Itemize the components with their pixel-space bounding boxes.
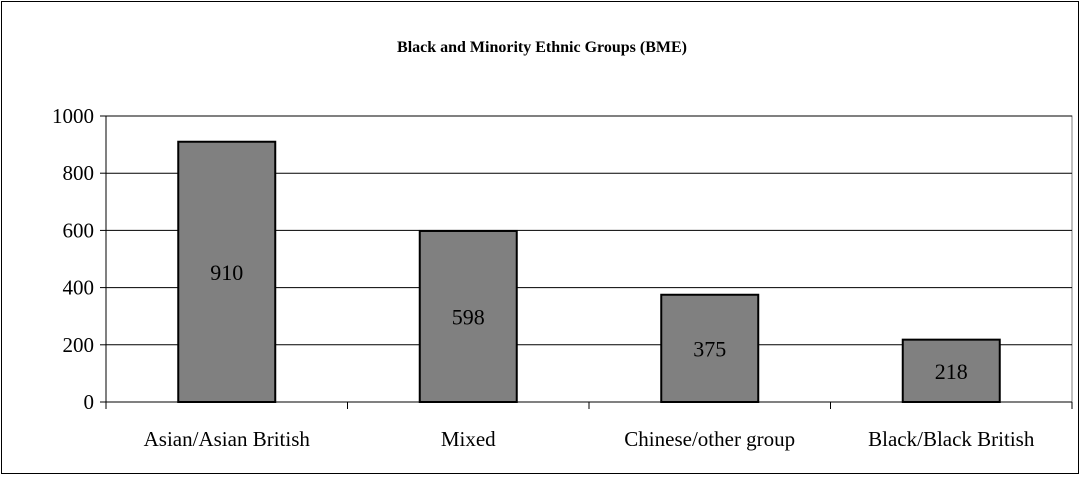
x-tick-label: Asian/Asian British — [144, 427, 311, 451]
x-tick-label: Black/Black British — [868, 427, 1035, 451]
y-tick-label: 1000 — [52, 104, 94, 128]
bar — [418, 229, 518, 403]
y-tick-labels: 0 200 400 600 800 1000 — [52, 104, 94, 414]
data-label: 910 — [210, 260, 243, 285]
x-tick-labels: Asian/Asian British Mixed Chinese/other gr… — [144, 427, 1035, 451]
y-tick-label: 600 — [63, 218, 95, 242]
data-label: 598 — [452, 304, 485, 329]
bar — [660, 293, 760, 403]
y-tick-label: 800 — [63, 161, 95, 185]
x-tick-label: Chinese/other group — [624, 427, 795, 451]
y-tick-label: 0 — [84, 390, 95, 414]
data-labels: 910 598 375 218 — [210, 260, 968, 384]
data-label: 375 — [693, 336, 726, 361]
chart-title: Black and Minority Ethnic Groups (BME) — [397, 39, 687, 56]
bar — [901, 338, 1001, 404]
data-label: 218 — [935, 359, 968, 384]
bars — [177, 140, 1001, 404]
x-tick-label: Mixed — [441, 427, 496, 451]
y-tick-label: 200 — [63, 333, 95, 357]
bar — [177, 140, 277, 404]
y-tick-label: 400 — [63, 276, 95, 300]
